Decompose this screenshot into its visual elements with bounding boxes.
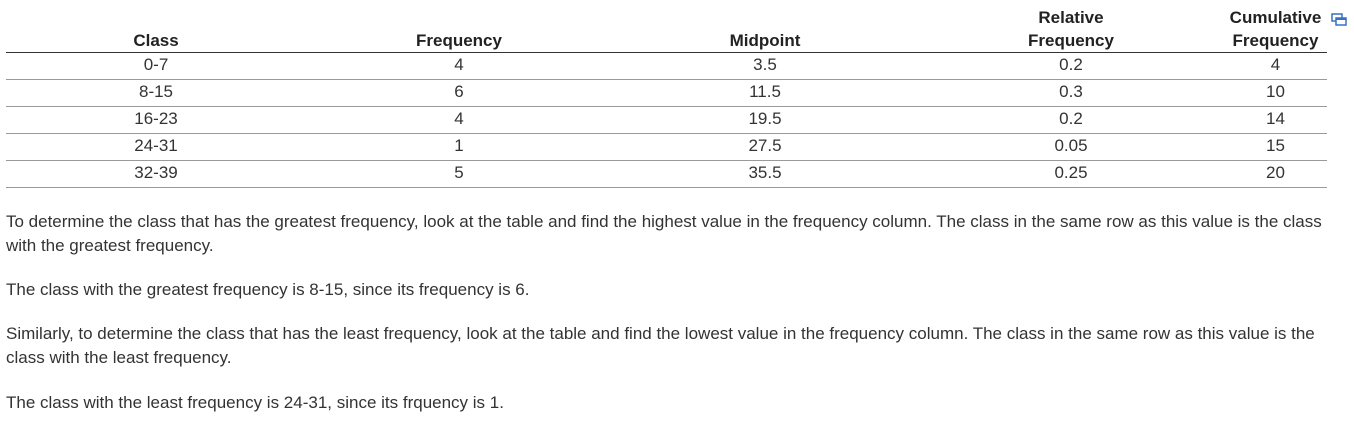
header-relative-frequency: Relative Frequency <box>918 0 1224 53</box>
cell-class: 0-7 <box>6 52 306 80</box>
table-row: 16-23 4 19.5 0.2 14 <box>6 106 1327 134</box>
explanation-least-answer: The class with the least frequency is 24… <box>6 393 504 412</box>
cell-frequency: 6 <box>306 79 612 107</box>
table-row: 24-31 1 27.5 0.05 15 <box>6 133 1327 161</box>
frequency-table-container: Class Frequency Midpoint Relative Freque… <box>6 0 1347 188</box>
header-cumulative-frequency: Cumulative Frequency <box>1224 0 1347 53</box>
cell-cumulative-frequency: 14 <box>1224 106 1327 134</box>
explanation-greatest-method: To determine the class that has the grea… <box>6 212 1322 255</box>
frequency-table: Class Frequency Midpoint Relative Freque… <box>6 0 1347 188</box>
table-row: 8-15 6 11.5 0.3 10 <box>6 79 1327 107</box>
popout-window-icon[interactable] <box>1331 10 1347 26</box>
cell-frequency: 4 <box>306 52 612 80</box>
cell-relative-frequency: 0.05 <box>918 133 1224 161</box>
cell-relative-frequency: 0.2 <box>918 52 1224 80</box>
table-body: 0-7 4 3.5 0.2 4 8-15 6 11.5 0.3 10 16-23… <box>6 52 1327 188</box>
cell-class: 24-31 <box>6 133 306 161</box>
explanation-least-method: Similarly, to determine the class that h… <box>6 324 1315 367</box>
cell-cumulative-frequency: 20 <box>1224 160 1327 188</box>
explanation-greatest-answer: The class with the greatest frequency is… <box>6 280 530 299</box>
cell-class: 32-39 <box>6 160 306 188</box>
cell-relative-frequency: 0.2 <box>918 106 1224 134</box>
table-row: 0-7 4 3.5 0.2 4 <box>6 52 1327 80</box>
cell-cumulative-frequency: 4 <box>1224 52 1327 80</box>
cell-relative-frequency: 0.25 <box>918 160 1224 188</box>
header-class: Class <box>6 0 306 53</box>
cell-midpoint: 3.5 <box>612 52 918 80</box>
table-row: 32-39 5 35.5 0.25 20 <box>6 160 1327 188</box>
cell-frequency: 4 <box>306 106 612 134</box>
cell-class: 16-23 <box>6 106 306 134</box>
header-midpoint: Midpoint <box>612 0 918 53</box>
cell-class: 8-15 <box>6 79 306 107</box>
cell-midpoint: 27.5 <box>612 133 918 161</box>
table-header-row: Class Frequency Midpoint Relative Freque… <box>6 0 1347 53</box>
cell-relative-frequency: 0.3 <box>918 79 1224 107</box>
cell-frequency: 5 <box>306 160 612 188</box>
cell-cumulative-frequency: 10 <box>1224 79 1327 107</box>
cell-midpoint: 19.5 <box>612 106 918 134</box>
header-frequency: Frequency <box>306 0 612 53</box>
cell-frequency: 1 <box>306 133 612 161</box>
cell-cumulative-frequency: 15 <box>1224 133 1327 161</box>
cell-midpoint: 35.5 <box>612 160 918 188</box>
cell-midpoint: 11.5 <box>612 79 918 107</box>
